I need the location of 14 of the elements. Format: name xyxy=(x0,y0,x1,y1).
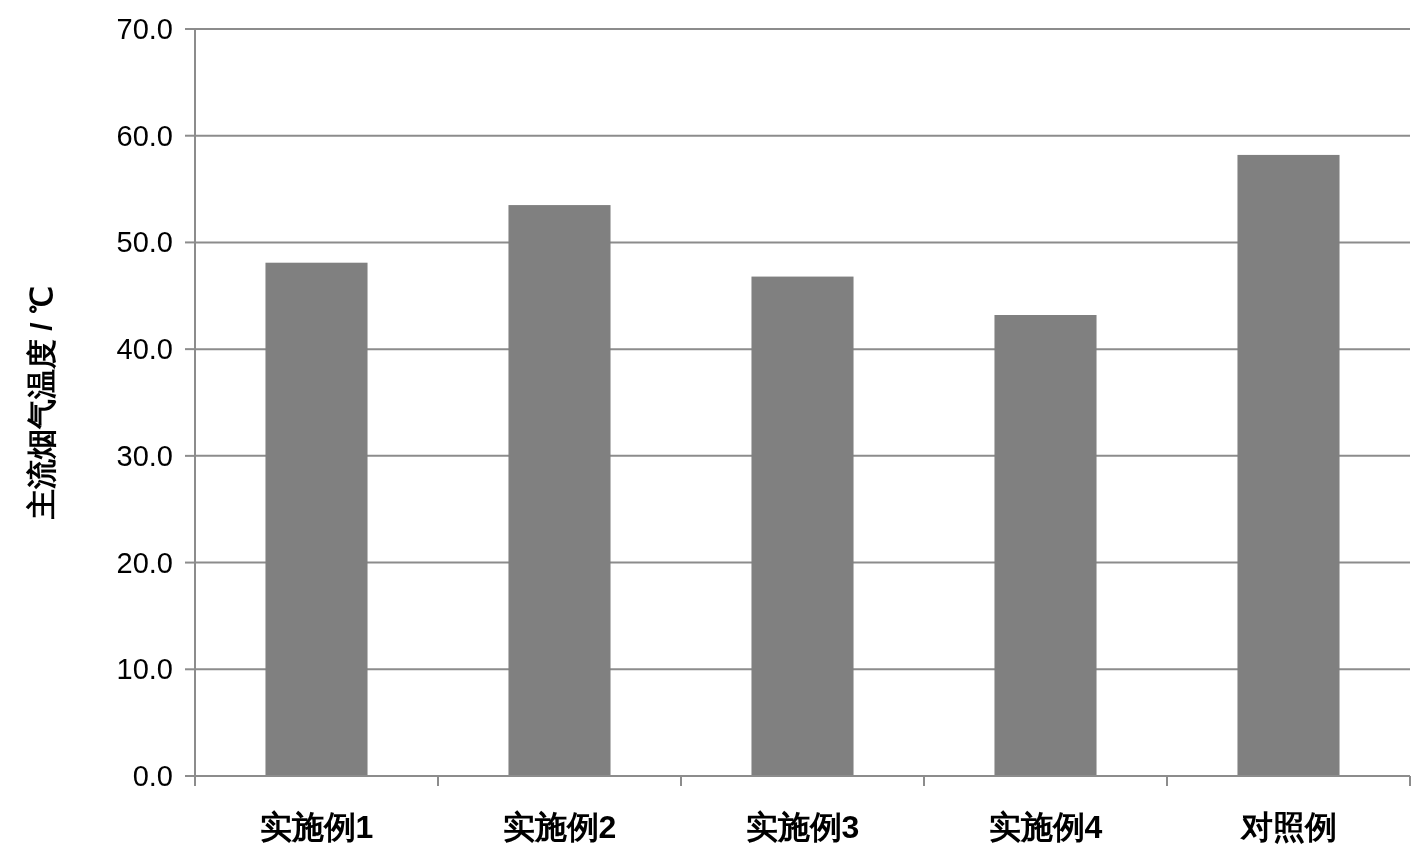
x-tick-label: 实施例3 xyxy=(745,809,860,845)
y-tick-label: 70.0 xyxy=(116,13,173,45)
y-tick-label: 60.0 xyxy=(116,119,173,152)
y-tick-label: 0.0 xyxy=(132,760,173,792)
x-tick-label: 实施例2 xyxy=(502,809,617,845)
y-tick-label: 50.0 xyxy=(116,226,173,259)
x-tick-label: 实施例1 xyxy=(259,809,374,845)
y-tick-label: 10.0 xyxy=(116,653,173,686)
x-tick-label: 实施例4 xyxy=(988,809,1103,845)
y-tick-label: 40.0 xyxy=(116,333,173,366)
y-tick-label: 20.0 xyxy=(116,546,173,579)
x-tick-label: 对照例 xyxy=(1239,809,1337,845)
y-tick-label: 30.0 xyxy=(116,439,173,472)
y-axis-title: 主流烟气温度 / ℃ xyxy=(25,285,58,521)
